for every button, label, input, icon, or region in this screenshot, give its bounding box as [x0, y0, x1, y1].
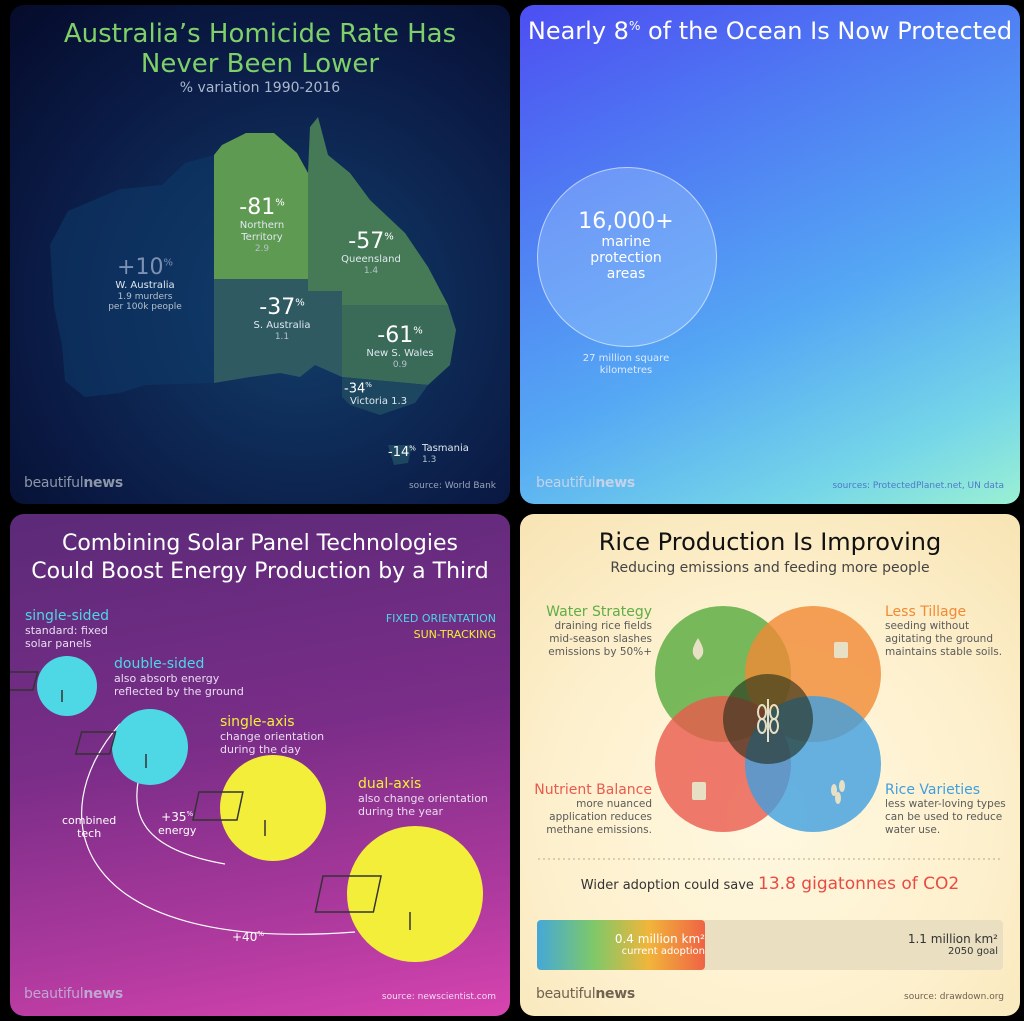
adoption-bar — [537, 920, 1003, 970]
region-vic — [342, 377, 428, 415]
region-sa — [214, 279, 342, 383]
solar-source: source: newscientist.com — [381, 992, 496, 1002]
australia-title: Australia’s Homicide Rate Has Never Been… — [10, 19, 510, 79]
rice-source: source: drawdown.org — [904, 992, 1004, 1002]
water-drop-icon — [692, 638, 704, 660]
strategy-water: Water Strategy draining rice fields mid-… — [546, 604, 652, 658]
australia-map — [50, 117, 456, 465]
fertilizer-bottle-icon — [692, 782, 706, 800]
region-tas — [388, 445, 412, 465]
australia-panel: Australia’s Homicide Rate Has Never Been… — [10, 5, 510, 504]
solar-panel-icon — [74, 731, 117, 755]
venn-diagram — [538, 606, 1002, 860]
region-label-nt: -81% Northern Territory 2.9 — [239, 195, 285, 254]
australia-title-line1: Australia’s Homicide Rate Has — [63, 19, 457, 49]
dual-axis-circle — [347, 826, 483, 962]
adoption-fill — [537, 920, 705, 970]
solar-diagram — [10, 656, 483, 962]
savings-statement: Wider adoption could save 13.8 gigatonne… — [580, 874, 960, 894]
protection-caption: 27 million square kilometres — [582, 353, 670, 376]
region-label-wa: +10% W. Australia 1.9 murders per 100k p… — [108, 255, 182, 312]
brand-logo: beautifulnews — [24, 475, 123, 491]
goal-label: 1.1 million km² 2050 goal — [907, 932, 998, 957]
region-label-sa: -37% S. Australia 1.1 — [253, 295, 311, 342]
strategy-tillage: Less Tillage seeding without agitating t… — [885, 604, 1003, 658]
rice-panel: Rice Production Is Improving Reducing em… — [520, 514, 1020, 1016]
gain2-label: +40% — [232, 930, 264, 944]
ocean-panel: Nearly 8% of the Ocean Is Now Protected … — [520, 5, 1020, 504]
item-single-sided: single-sided standard: fixed solar panel… — [25, 608, 110, 650]
protection-bubble — [537, 167, 717, 347]
strategy-nutrient: Nutrient Balance more nuanced applicatio… — [534, 782, 652, 836]
australia-subtitle: % variation 1990-2016 — [179, 80, 341, 96]
region-label-nsw: -61% New S. Wales 0.9 — [366, 323, 434, 370]
solar-panel-icon — [192, 791, 244, 821]
solar-panel: Combining Solar Panel Technologies Could… — [10, 514, 510, 1016]
legend-tracking: SUN-TRACKING — [413, 628, 496, 641]
brand-logo: beautifulnews — [536, 475, 635, 491]
tillage-tool-icon — [834, 642, 848, 658]
ocean-title: Nearly 8% of the Ocean Is Now Protected — [527, 17, 1013, 45]
solar-title: Combining Solar Panel Technologies Could… — [31, 531, 489, 584]
australia-title-line2: Never Been Lower — [140, 49, 380, 79]
region-qld — [308, 117, 448, 305]
single-axis-circle — [220, 755, 326, 861]
rice-title: Rice Production Is Improving — [598, 528, 942, 556]
brand-logo: beautifulnews — [536, 986, 635, 1002]
double-sided-circle — [112, 709, 188, 785]
item-dual-axis: dual-axis also change orientation during… — [358, 776, 488, 818]
current-adoption-label: 0.4 million km² current adoption — [614, 932, 705, 957]
region-label-qld: -57% Queensland 1.4 — [341, 229, 401, 276]
protection-bubble-text: 16,000+ marine protection areas — [578, 209, 674, 282]
region-name-tas: Tasmania 1.3 — [422, 443, 469, 465]
rice-subtitle: Reducing emissions and feeding more peop… — [610, 560, 930, 576]
strategy-varieties: Rice Varieties less water-loving types c… — [885, 782, 1006, 836]
australia-source: source: World Bank — [408, 481, 496, 491]
region-nsw — [342, 305, 456, 385]
region-label-vic: -34% Victoria 1.3 — [344, 381, 408, 408]
ocean-source: sources: ProtectedPlanet.net, UN data — [832, 481, 1004, 491]
item-single-axis: single-axis change orientation during th… — [220, 714, 325, 756]
gain1-label: +35% energy — [158, 810, 197, 837]
single-sided-circle — [37, 656, 97, 716]
grain-icon — [831, 780, 845, 804]
item-double-sided: double-sided also absorb energy reflecte… — [114, 656, 244, 698]
solar-panel-icon — [314, 875, 382, 913]
region-nt — [214, 133, 308, 279]
solar-panel-icon — [10, 671, 39, 691]
combined-tech-label: combined tech — [62, 814, 117, 840]
brand-logo: beautifulnews — [24, 986, 123, 1002]
region-wa — [50, 155, 214, 397]
legend-fixed: FIXED ORIENTATION — [385, 612, 496, 625]
rice-plant-icon — [757, 699, 779, 742]
region-label-tas: -14% — [388, 444, 416, 460]
